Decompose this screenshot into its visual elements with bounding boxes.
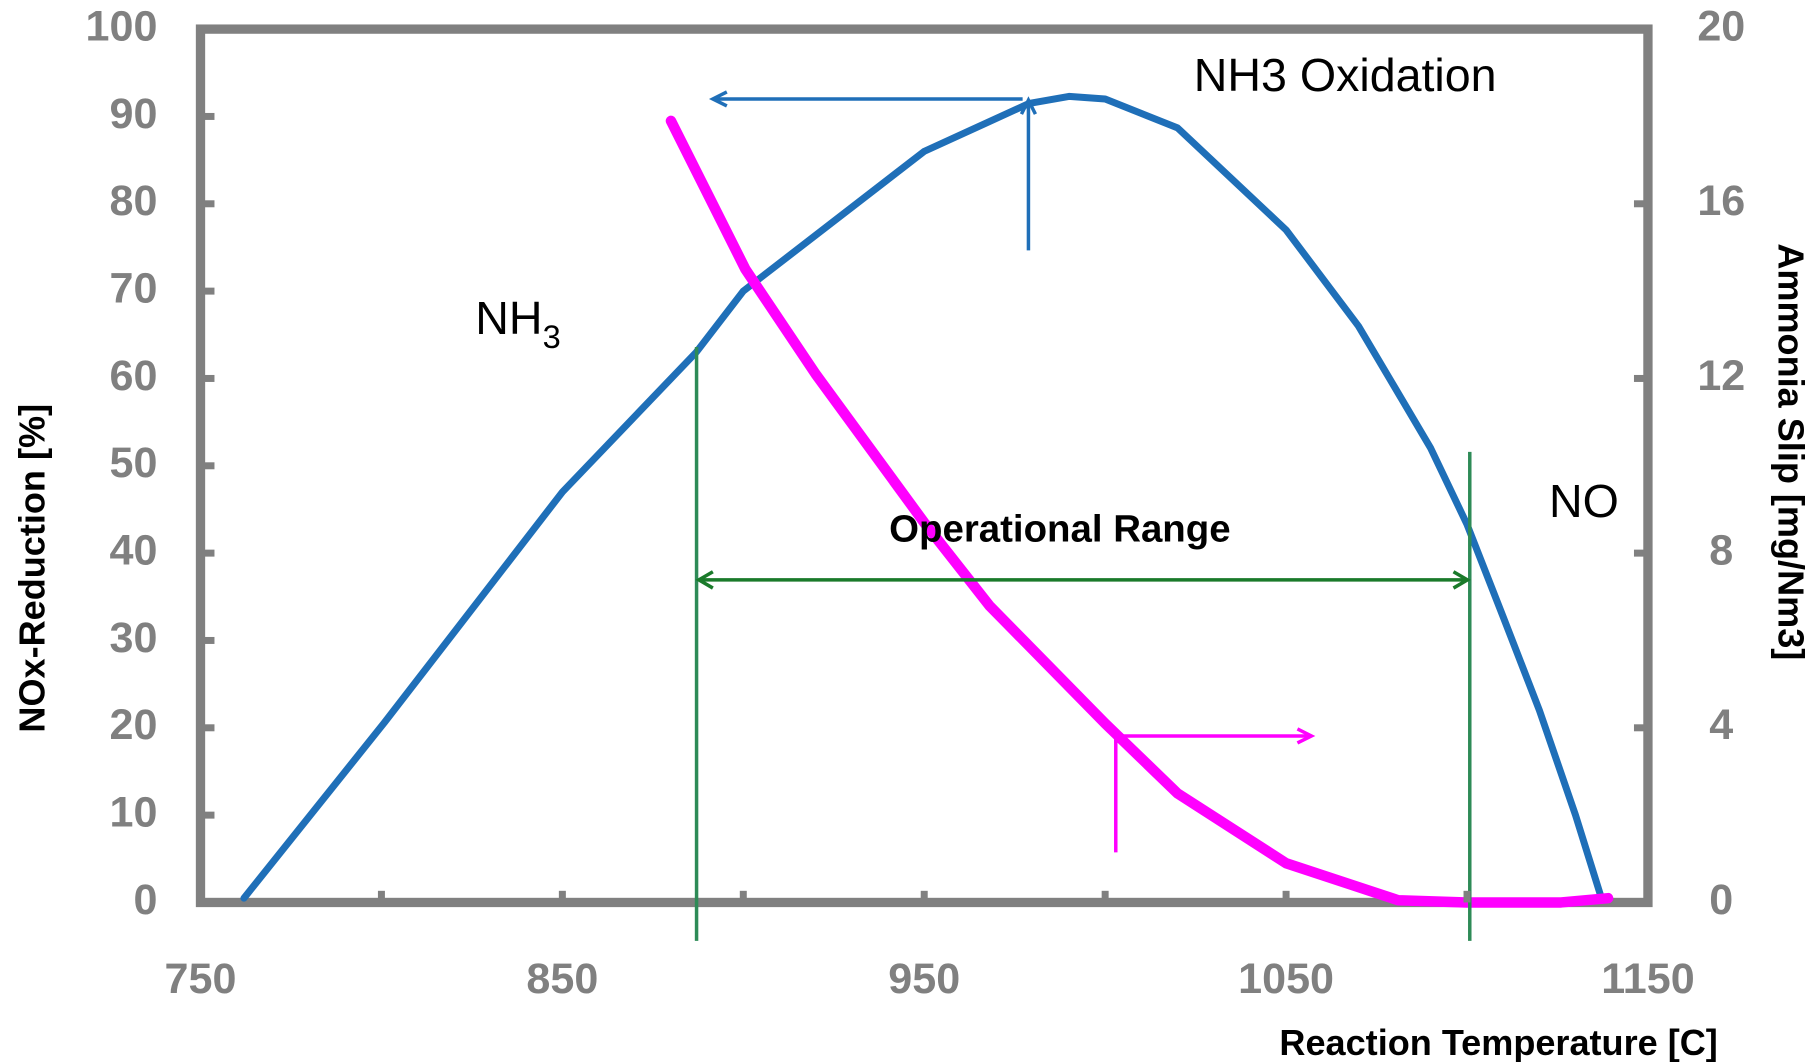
y-tick-label: 20: [109, 701, 157, 749]
y2-axis-title: Ammonia Slip [mg/Nm3]: [1770, 243, 1811, 660]
annotation: NH: [475, 292, 542, 344]
y2-tick-label: 20: [1697, 2, 1745, 50]
annotation: NH3: [475, 292, 560, 355]
y2-tick-label: 8: [1709, 527, 1733, 575]
x-tick-label: 750: [165, 955, 237, 1003]
plot-frame: [195, 24, 1653, 908]
y-tick-label: 80: [109, 177, 157, 225]
x-tick-label: 1050: [1238, 955, 1334, 1003]
oxidation-arrow: [712, 97, 1031, 251]
x-axis-title: Reaction Temperature [C]: [1279, 1022, 1717, 1062]
y2-tick-label: 16: [1697, 177, 1745, 225]
y-tick-label: 90: [109, 90, 157, 138]
arrow-head: [708, 90, 1037, 115]
y-tick-label: 60: [109, 352, 157, 400]
annotation: NH3 Oxidation: [1194, 49, 1497, 101]
y2-tick-label: 0: [1709, 876, 1733, 924]
y-tick-label: 30: [109, 614, 157, 662]
x-tick-label: 850: [526, 955, 598, 1003]
y2-tick-label: 12: [1697, 352, 1745, 400]
x-tick-label: 1150: [1601, 955, 1694, 1003]
y-tick-label: 70: [109, 264, 157, 312]
y-tick-label: 0: [133, 876, 157, 924]
y-tick-label: 40: [109, 527, 157, 575]
x-tick-label: 950: [888, 955, 960, 1003]
y-tick-label: 100: [86, 2, 158, 50]
annotation-sub: 3: [543, 318, 561, 355]
arrow-head: [695, 570, 1471, 590]
series-line: [665, 115, 1614, 908]
annotation: NO: [1549, 475, 1619, 527]
y-tick-label: 10: [109, 789, 157, 837]
y2-tick-label: 4: [1709, 701, 1733, 749]
y-tick-label: 50: [109, 439, 157, 487]
series-line: [240, 92, 1605, 902]
annotation-lines: [694, 90, 1472, 941]
arrow-head: [1296, 727, 1316, 745]
y-axis-title: NOx-Reduction [%]: [11, 404, 52, 733]
annotation: Operational Range: [889, 507, 1230, 550]
slip-arrow: [1114, 734, 1310, 853]
